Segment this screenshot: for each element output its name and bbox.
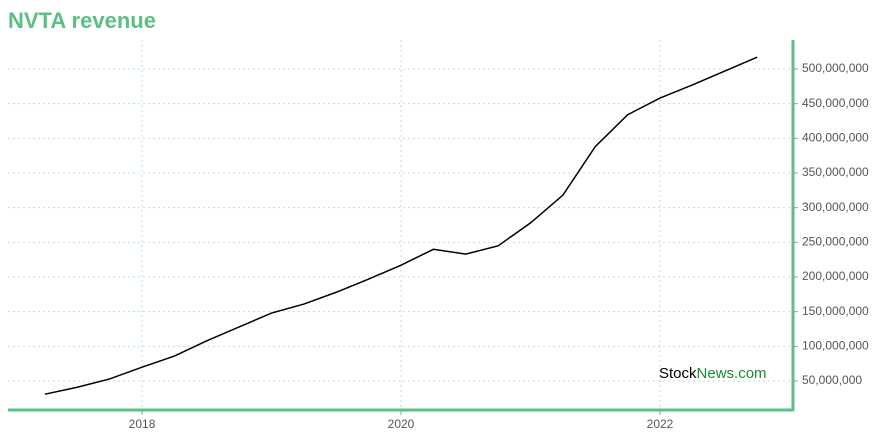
x-tick-label: 2018 (129, 417, 156, 431)
y-tick-label: 50,000,000 (802, 373, 862, 387)
y-tick-label: 200,000,000 (802, 269, 869, 283)
watermark-brand: Stock (659, 365, 697, 382)
plot-area (8, 40, 793, 410)
y-tick-label: 150,000,000 (802, 304, 869, 318)
y-tick-label: 350,000,000 (802, 165, 869, 179)
y-tick-label: 250,000,000 (802, 235, 869, 249)
chart-title: NVTA revenue (8, 8, 156, 33)
line-series (44, 56, 758, 395)
watermark-domain: News.com (697, 365, 767, 382)
y-tick-label: 300,000,000 (802, 200, 869, 214)
watermark: StockNews.com (659, 365, 767, 382)
x-tick-label: 2022 (647, 417, 674, 431)
y-tick-label: 400,000,000 (802, 130, 869, 144)
x-tick-label: 2020 (388, 417, 415, 431)
y-tick-label: 100,000,000 (802, 339, 869, 353)
y-tick-label: 500,000,000 (802, 61, 869, 75)
y-tick-label: 450,000,000 (802, 96, 869, 110)
